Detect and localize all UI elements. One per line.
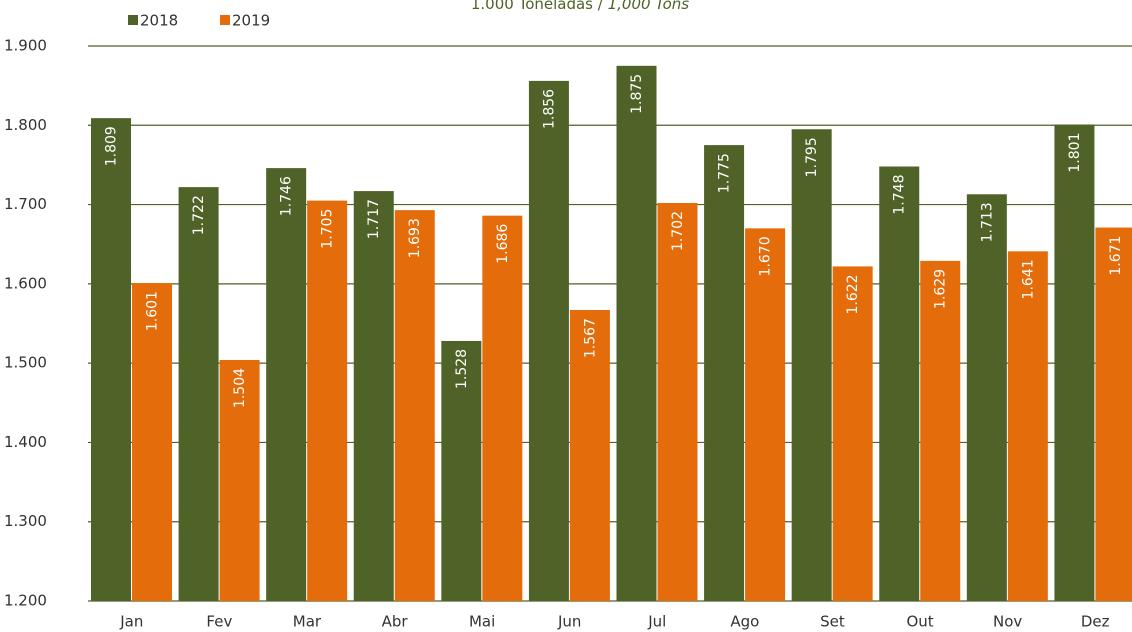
bar (745, 228, 786, 601)
data-label: 1.809 (104, 126, 120, 166)
y-tick-label: 1.200 (4, 592, 47, 610)
chart-subtitle: 1.000 Toneladas / 1,000 Tons (471, 0, 689, 13)
data-label: 1.705 (320, 209, 336, 249)
x-tick-label: Dez (1081, 613, 1110, 631)
bar (1095, 227, 1132, 602)
subtitle-pt: 1.000 Toneladas / (471, 0, 608, 13)
data-label: 1.601 (145, 291, 161, 331)
bar (441, 340, 482, 601)
legend-swatch (220, 15, 230, 25)
bar (132, 283, 172, 601)
data-label: 1.748 (892, 175, 908, 215)
legend-label: 2018 (140, 12, 178, 30)
y-tick-label: 1.600 (4, 274, 47, 292)
bar (920, 260, 961, 601)
bar (1054, 124, 1095, 601)
bar (307, 200, 348, 601)
data-label: 1.702 (670, 211, 686, 251)
legend-swatch (128, 15, 138, 25)
data-label: 1.641 (1020, 259, 1036, 299)
x-tick-label: Jun (557, 613, 581, 631)
bar (657, 202, 698, 601)
bar (528, 80, 569, 601)
y-tick-label: 1.400 (4, 433, 47, 451)
bar (832, 266, 873, 601)
bar (353, 191, 394, 602)
data-label: 1.746 (279, 176, 295, 216)
data-label: 1.671 (1108, 236, 1124, 276)
data-label: 1.722 (191, 195, 207, 235)
bar (879, 166, 920, 601)
x-tick-label: Out (906, 613, 933, 631)
bar (178, 187, 219, 601)
bar (704, 145, 745, 601)
data-label: 1.713 (979, 202, 995, 242)
y-tick-label: 1.900 (4, 37, 47, 55)
x-tick-label: Jan (119, 613, 143, 631)
bar (791, 129, 832, 601)
bar (219, 359, 260, 601)
x-tick-label: Ago (730, 613, 759, 631)
legend-label: 2019 (232, 12, 270, 30)
x-tick-label: Jul (647, 613, 666, 631)
y-tick-label: 1.300 (4, 512, 47, 530)
x-tick-label: Nov (993, 613, 1022, 631)
x-tick-label: Abr (382, 613, 409, 631)
data-label: 1.775 (717, 153, 733, 193)
data-label: 1.567 (582, 318, 598, 358)
x-tick-label: Set (820, 613, 845, 631)
bar (1007, 251, 1048, 601)
data-label: 1.875 (629, 74, 645, 114)
y-tick-label: 1.500 (4, 354, 47, 372)
data-label: 1.693 (407, 218, 423, 258)
bar (482, 215, 523, 601)
bar (91, 118, 131, 602)
x-tick-label: Mai (469, 613, 495, 631)
data-label: 1.528 (454, 349, 470, 389)
data-label: 1.801 (1067, 132, 1083, 172)
bar (266, 168, 307, 601)
bar (569, 310, 610, 601)
data-label: 1.856 (541, 89, 557, 129)
data-label: 1.622 (845, 274, 861, 314)
bar (394, 210, 435, 601)
data-label: 1.504 (232, 368, 248, 408)
bar (966, 194, 1007, 601)
data-label: 1.686 (495, 224, 511, 264)
x-tick-label: Fev (206, 613, 232, 631)
y-tick-label: 1.700 (4, 195, 47, 213)
data-label: 1.717 (366, 199, 382, 239)
data-label: 1.629 (933, 269, 949, 309)
data-label: 1.670 (758, 236, 774, 276)
data-label: 1.795 (804, 137, 820, 177)
x-tick-label: Mar (293, 613, 322, 631)
y-tick-label: 1.800 (4, 116, 47, 134)
subtitle-en: 1,000 Tons (608, 0, 690, 13)
bar (616, 65, 657, 602)
